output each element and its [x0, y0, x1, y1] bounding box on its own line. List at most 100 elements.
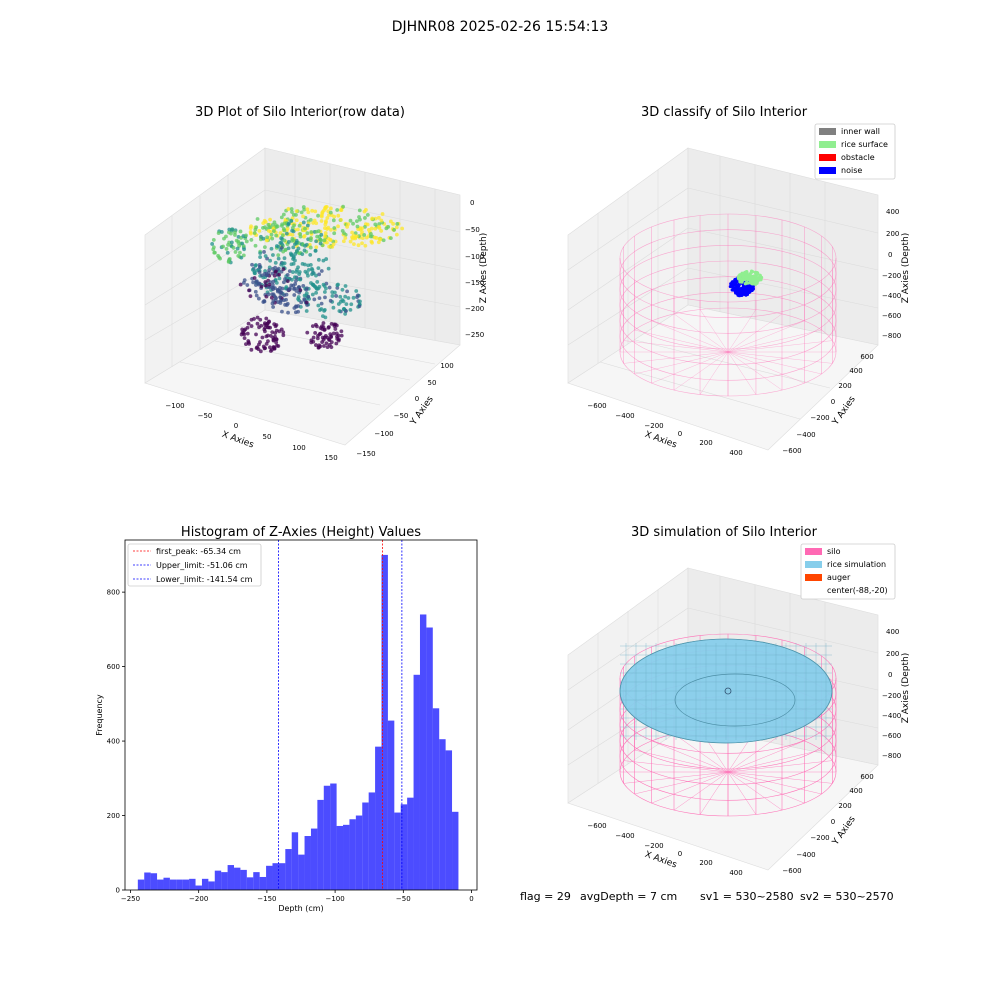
raw-data-point [326, 266, 331, 271]
raw-data-point [275, 289, 280, 294]
raw-data-point [344, 302, 349, 307]
classify-z-tick: 200 [886, 230, 899, 238]
raw-data-point [314, 245, 319, 250]
raw-data-point [248, 294, 253, 299]
raw-data-point [376, 225, 381, 229]
histogram-bar [304, 836, 311, 890]
raw-y-tick: −50 [394, 412, 409, 420]
raw-data-point [348, 308, 353, 312]
raw-data-point [273, 334, 277, 339]
raw-data-point [278, 295, 283, 300]
raw-data-point [274, 225, 279, 229]
histogram-bar [137, 879, 145, 890]
raw-data-point [321, 282, 326, 287]
raw-data-point [341, 204, 345, 209]
raw-data-point [291, 229, 296, 234]
raw-data-point [348, 239, 353, 244]
raw-data-point [224, 247, 229, 251]
raw-data-point [317, 332, 322, 337]
raw-data-point [241, 253, 246, 258]
histogram-axes-frame [124, 539, 478, 891]
raw-data-point [238, 250, 242, 255]
raw-data-point [363, 243, 368, 248]
raw-data-point [255, 217, 260, 221]
raw-data-point [278, 298, 283, 303]
raw-data-point [349, 302, 354, 307]
classify-z-tick: −200 [882, 272, 901, 280]
histogram-bar [144, 872, 151, 890]
raw-data-point [268, 217, 272, 222]
histogram-bar [355, 815, 363, 890]
raw-data-point [279, 223, 284, 228]
classify-x-label: X Axies [643, 430, 678, 451]
raw-data-point [314, 290, 318, 295]
raw-data-point [310, 208, 315, 213]
raw-data-point [323, 205, 328, 209]
wireframe-spoke [727, 340, 833, 353]
simulation-x-tick: 200 [699, 859, 712, 867]
raw-data-point [326, 236, 331, 241]
raw-data-point [351, 221, 355, 226]
histogram-bar [163, 877, 170, 890]
raw-data-point [263, 280, 268, 284]
raw-x-tick: 0 [234, 422, 238, 430]
simulation-center-marker [724, 687, 732, 695]
raw-data-point [374, 236, 379, 240]
raw-data-point [253, 243, 258, 248]
histogram-bar [330, 783, 337, 890]
raw-data-point [292, 275, 297, 280]
wireframe-spoke [727, 771, 805, 804]
raw-data-point [248, 230, 253, 234]
wireframe-spoke [727, 749, 822, 773]
raw-data-point [279, 327, 284, 332]
raw-data-point [266, 339, 270, 344]
rice-simulation-depression [674, 673, 796, 727]
legend-label-obstacle: obstacle [841, 153, 875, 162]
raw-data-point [285, 279, 290, 284]
raw-data-point [269, 334, 273, 338]
raw-data-point [274, 340, 279, 345]
raw-data-point [285, 273, 290, 277]
raw-data-point [314, 273, 318, 278]
raw-data-point [381, 238, 386, 243]
raw-data-point [350, 230, 355, 235]
histogram-legend: first_peak: -65.34 cm Upper_limit: -51.0… [127, 543, 262, 587]
simulation-y-tick: 0 [831, 818, 835, 826]
raw-data-point [264, 316, 269, 321]
raw-data-point [336, 213, 341, 218]
raw-data-point [239, 255, 244, 260]
raw-data-point [269, 348, 274, 352]
raw-data-point [301, 284, 306, 288]
raw-data-point [219, 230, 224, 234]
simulation-rice-surface [619, 638, 833, 744]
raw-data-point [230, 227, 235, 232]
raw-data-point [270, 267, 275, 271]
raw-data-point [250, 267, 255, 272]
classify-point [745, 292, 750, 296]
raw-data-point [338, 208, 343, 212]
raw-data-point [299, 300, 304, 305]
raw-data-point [322, 344, 326, 348]
histogram-bar [201, 878, 209, 890]
raw-data-point [286, 246, 291, 251]
wireframe-spoke [634, 771, 729, 795]
raw-data-point [297, 272, 302, 277]
raw-data-point [240, 241, 245, 246]
wireframe-spoke [673, 733, 729, 773]
panel-classify: 3D classify of Silo Interior inner wall [567, 105, 911, 457]
wireframe-spoke [727, 313, 783, 353]
raw-data-point [266, 228, 271, 233]
raw-data-point [354, 289, 359, 293]
raw-data-point [264, 334, 269, 339]
raw-z-tick: −250 [465, 331, 484, 339]
raw-data-point [327, 325, 331, 329]
raw-data-point [311, 283, 316, 287]
raw-data-point [306, 267, 311, 272]
histogram-bar [394, 812, 401, 890]
footer-sv1: sv1 = 530~2580 [700, 890, 794, 903]
raw-data-point [294, 304, 299, 309]
histogram-x-tick-label: −100 [325, 895, 344, 903]
raw-data-point [384, 226, 389, 231]
raw-data-point [309, 266, 314, 271]
raw-data-point [287, 269, 292, 274]
